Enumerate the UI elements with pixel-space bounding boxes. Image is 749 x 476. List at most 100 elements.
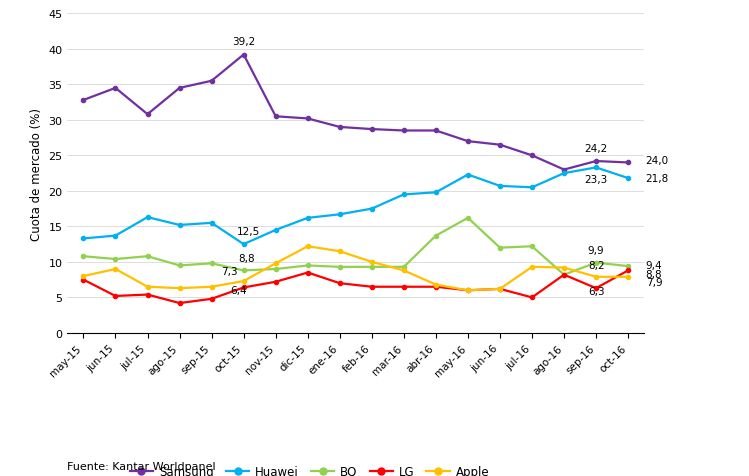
- Apple: [239, 278, 248, 284]
- BQ: [336, 265, 345, 270]
- Apple: [592, 274, 601, 280]
- Huawei: [111, 233, 120, 239]
- Text: 24,0: 24,0: [646, 156, 669, 166]
- Apple: [303, 244, 312, 249]
- Apple: [496, 287, 505, 292]
- Samsung: [239, 52, 248, 58]
- Text: 7,9: 7,9: [646, 277, 662, 287]
- Text: 9,9: 9,9: [588, 245, 604, 255]
- Huawei: [207, 220, 216, 226]
- Huawei: [527, 185, 536, 191]
- BQ: [527, 244, 536, 249]
- Samsung: [592, 159, 601, 165]
- Huawei: [399, 192, 408, 198]
- Apple: [624, 274, 633, 280]
- Apple: [143, 284, 152, 290]
- Apple: [111, 267, 120, 272]
- Apple: [175, 286, 184, 291]
- Samsung: [271, 114, 280, 120]
- Line: Samsung: Samsung: [82, 53, 630, 172]
- LG: [624, 268, 633, 274]
- BQ: [560, 272, 568, 278]
- Text: 8,8: 8,8: [646, 269, 662, 279]
- Apple: [560, 265, 568, 271]
- Huawei: [496, 184, 505, 189]
- BQ: [111, 257, 120, 262]
- LG: [143, 292, 152, 298]
- Apple: [367, 259, 376, 265]
- LG: [111, 294, 120, 299]
- Huawei: [79, 236, 88, 242]
- BQ: [303, 263, 312, 269]
- Samsung: [367, 127, 376, 133]
- Text: 8,8: 8,8: [238, 253, 255, 263]
- Huawei: [175, 223, 184, 228]
- BQ: [79, 254, 88, 259]
- Apple: [79, 274, 88, 279]
- Samsung: [464, 139, 473, 145]
- Samsung: [399, 129, 408, 134]
- Text: 6,4: 6,4: [231, 286, 247, 296]
- Samsung: [496, 142, 505, 148]
- Text: 23,3: 23,3: [584, 174, 607, 184]
- BQ: [496, 245, 505, 251]
- Samsung: [560, 168, 568, 173]
- Apple: [399, 268, 408, 274]
- BQ: [143, 254, 152, 259]
- Text: 21,8: 21,8: [646, 174, 669, 184]
- LG: [336, 281, 345, 287]
- LG: [79, 277, 88, 283]
- Huawei: [464, 172, 473, 178]
- Samsung: [303, 116, 312, 122]
- LG: [560, 272, 568, 278]
- Samsung: [207, 79, 216, 84]
- Line: LG: LG: [82, 269, 630, 306]
- Text: 7,3: 7,3: [221, 267, 237, 277]
- Huawei: [624, 176, 633, 181]
- BQ: [271, 267, 280, 272]
- LG: [207, 297, 216, 302]
- Huawei: [239, 242, 248, 248]
- Line: Apple: Apple: [82, 245, 630, 293]
- Apple: [431, 282, 440, 288]
- LG: [464, 288, 473, 294]
- BQ: [207, 261, 216, 267]
- Samsung: [527, 153, 536, 159]
- LG: [239, 285, 248, 291]
- Text: 39,2: 39,2: [232, 37, 255, 47]
- LG: [496, 287, 505, 292]
- Samsung: [431, 129, 440, 134]
- Huawei: [560, 171, 568, 177]
- Text: 8,2: 8,2: [588, 261, 604, 271]
- BQ: [399, 265, 408, 270]
- Huawei: [367, 206, 376, 212]
- Text: Fuente: Kantar Worldpanel: Fuente: Kantar Worldpanel: [67, 461, 216, 471]
- Apple: [336, 249, 345, 255]
- LG: [271, 279, 280, 285]
- Text: 9,4: 9,4: [646, 260, 662, 270]
- LG: [399, 284, 408, 290]
- Huawei: [143, 215, 152, 220]
- BQ: [367, 265, 376, 270]
- LG: [367, 284, 376, 290]
- Apple: [271, 261, 280, 267]
- Huawei: [592, 165, 601, 171]
- Huawei: [271, 228, 280, 233]
- Samsung: [143, 112, 152, 118]
- Y-axis label: Cuota de mercado (%): Cuota de mercado (%): [30, 108, 43, 240]
- Legend: Samsung, Huawei, BQ, LG, Apple: Samsung, Huawei, BQ, LG, Apple: [125, 460, 494, 476]
- Samsung: [111, 86, 120, 91]
- Samsung: [336, 125, 345, 130]
- Samsung: [624, 160, 633, 166]
- Apple: [207, 284, 216, 290]
- Huawei: [303, 216, 312, 221]
- Huawei: [431, 190, 440, 196]
- Line: Huawei: Huawei: [82, 166, 630, 247]
- LG: [431, 284, 440, 290]
- LG: [175, 300, 184, 306]
- BQ: [239, 268, 248, 274]
- Samsung: [79, 98, 88, 104]
- BQ: [624, 264, 633, 269]
- BQ: [175, 263, 184, 269]
- BQ: [592, 260, 601, 266]
